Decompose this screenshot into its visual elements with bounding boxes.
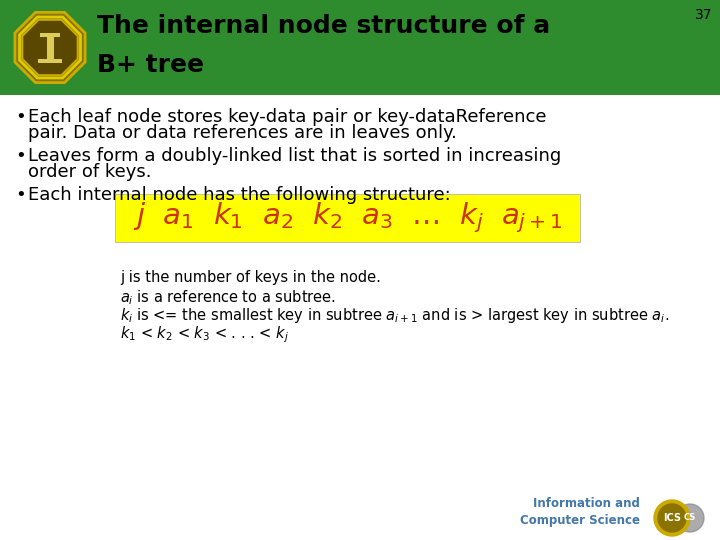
Text: ICS: ICS [663, 513, 681, 523]
Text: •: • [15, 147, 26, 165]
Text: $a_i$ is a reference to a subtree.: $a_i$ is a reference to a subtree. [120, 288, 336, 307]
Text: j is the number of keys in the node.: j is the number of keys in the node. [120, 270, 381, 285]
Text: B+ tree: B+ tree [97, 53, 204, 77]
Bar [40, 32, 60, 37]
Text: order of keys.: order of keys. [28, 163, 151, 181]
Text: Each internal node has the following structure:: Each internal node has the following str… [28, 186, 451, 204]
Bar [38, 58, 62, 63]
Text: CS: CS [684, 514, 696, 523]
Text: $k_1$ < $k_2$ < $k_3$ < . . . < $k_j$: $k_1$ < $k_2$ < $k_3$ < . . . < $k_j$ [120, 324, 289, 345]
Text: •: • [15, 186, 26, 204]
Text: 37: 37 [695, 8, 712, 22]
Text: Each leaf node stores key-data pair or key-dataReference: Each leaf node stores key-data pair or k… [28, 108, 546, 126]
Bar [47, 37, 53, 58]
Circle shape [658, 504, 686, 532]
FancyBboxPatch shape [0, 0, 720, 95]
Polygon shape [15, 12, 85, 83]
Circle shape [676, 504, 704, 532]
Circle shape [654, 500, 690, 536]
Text: The internal node structure of a: The internal node structure of a [97, 14, 550, 38]
Text: •: • [15, 108, 26, 126]
FancyBboxPatch shape [115, 194, 580, 242]
Text: $k_i$ is <= the smallest key in subtree $a_{i+1}$ and is > largest key in subtre: $k_i$ is <= the smallest key in subtree … [120, 306, 669, 325]
Text: Leaves form a doubly-linked list that is sorted in increasing: Leaves form a doubly-linked list that is… [28, 147, 562, 165]
Text: Information and
Computer Science: Information and Computer Science [520, 497, 640, 527]
Text: pair. Data or data references are in leaves only.: pair. Data or data references are in lea… [28, 124, 457, 142]
Polygon shape [22, 20, 78, 75]
Text: $\mathit{j}$  $\mathit{a}_1$  $\mathit{k}_1$  $\mathit{a}_2$  $\mathit{k}_2$  $\: $\mathit{j}$ $\mathit{a}_1$ $\mathit{k}_… [132, 201, 562, 235]
